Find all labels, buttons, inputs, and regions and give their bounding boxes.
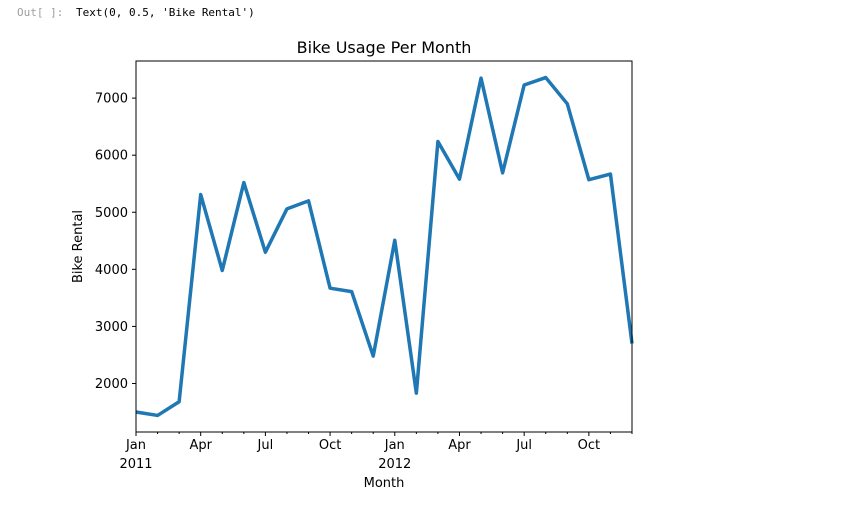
y-tick-label: 7000 [95,92,128,107]
output-text: Text(0, 0.5, 'Bike Rental') [75,6,255,19]
x-tick-label: Jan [125,438,146,453]
x-tick-label: Jan [384,438,405,453]
x-tick-year-label: 2011 [119,457,152,472]
x-tick-label: Oct [319,438,341,453]
y-tick-label: 6000 [95,149,128,164]
x-tick-label: Jul [257,438,274,453]
chart-title: Bike Usage Per Month [297,38,472,57]
output-prompt: Out[ ]: [17,6,64,19]
output-cell-header: Out[ ]: Text(0, 0.5, 'Bike Rental') [17,6,255,19]
y-tick-label: 3000 [95,320,128,335]
x-tick-label: Apr [448,438,471,453]
x-axis-label: Month [364,476,405,491]
x-tick-year-label: 2012 [378,457,411,472]
series-line [135,75,634,418]
y-axis-label: Bike Rental [71,210,86,283]
y-tick-label: 4000 [95,263,128,278]
plot-frame [135,60,633,433]
x-tick-label: Apr [189,438,212,453]
y-tick-label: 2000 [95,377,128,392]
x-tick-label: Oct [578,438,600,453]
x-axis: Jan 2011 Apr Jul Oct Jan 2012 Apr Jul Oct [119,432,633,472]
y-tick-label: 5000 [95,206,128,221]
x-tick-label: Jul [515,438,532,453]
y-axis: 2000 3000 4000 5000 6000 7000 [95,92,136,392]
